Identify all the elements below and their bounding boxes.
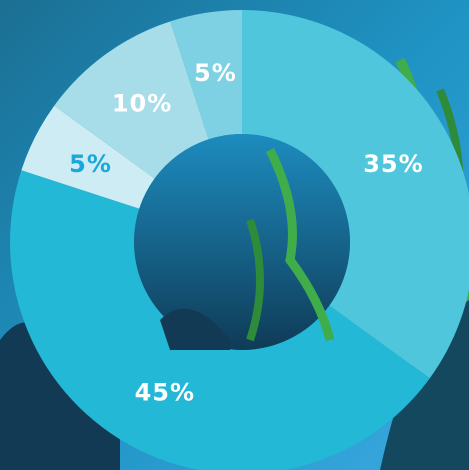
labels: 35% 45% 5% 10% 5% <box>69 59 423 406</box>
donut-hole <box>134 134 350 350</box>
data-label: 5% <box>194 59 237 87</box>
donut-slice <box>10 170 430 470</box>
donut <box>10 10 469 470</box>
data-label: 45% <box>135 378 195 406</box>
donut-slice <box>242 10 469 379</box>
data-label: 35% <box>363 150 423 178</box>
seaweed <box>246 218 264 342</box>
data-label: 5% <box>69 150 112 178</box>
reef <box>160 308 230 350</box>
donut-slice <box>21 105 155 209</box>
donut-slice <box>170 10 242 140</box>
seaweed <box>265 147 335 342</box>
data-label: 10% <box>112 89 172 117</box>
donut-slice <box>54 21 209 179</box>
